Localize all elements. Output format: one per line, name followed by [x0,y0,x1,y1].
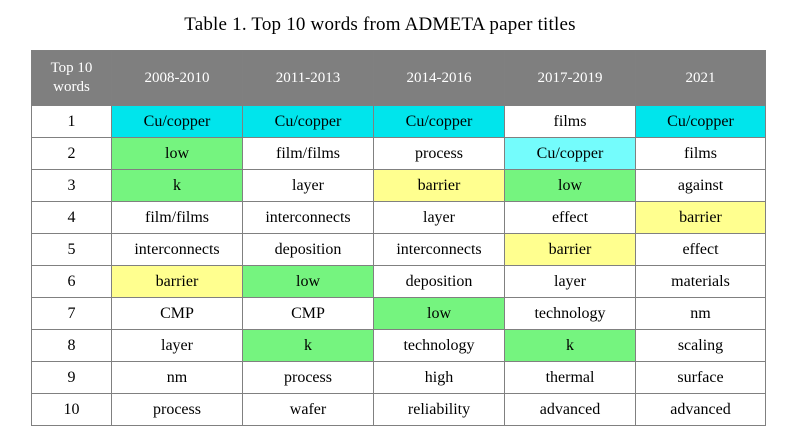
table-row: 8 layer k technology k scaling [31,329,766,362]
word-cell: k [504,329,636,362]
word-cell: films [504,105,636,138]
header-row: Top 10 words 2008-2010 2011-2013 2014-20… [31,50,766,106]
rank-cell: 7 [31,297,112,330]
table-body: 1 Cu/copper Cu/copper Cu/copper films Cu/copp… [31,105,766,426]
word-cell: process [373,137,505,170]
word-cell: thermal [504,361,636,394]
word-cell: layer [504,265,636,298]
word-cell: technology [373,329,505,362]
table-row: 7 CMP CMP low technology nm [31,297,766,330]
rank-cell: 1 [31,105,112,138]
header-period: 2021 [635,50,766,106]
word-cell: film/films [111,201,243,234]
word-cell: CMP [242,297,374,330]
word-cell: interconnects [373,233,505,266]
header-period: 2008-2010 [111,50,243,106]
word-cell: deposition [373,265,505,298]
word-cell: low [111,137,243,170]
table-header: Top 10 words 2008-2010 2011-2013 2014-20… [31,50,766,106]
word-cell: barrier [635,201,766,234]
rank-cell: 8 [31,329,112,362]
word-cell: film/films [242,137,374,170]
header-rank: Top 10 words [31,50,112,106]
word-cell: wafer [242,393,374,426]
word-cell: barrier [373,169,505,202]
word-cell: low [242,265,374,298]
rank-cell: 3 [31,169,112,202]
word-cell: layer [242,169,374,202]
word-cell: scaling [635,329,766,362]
table-row: 9 nm process high thermal surface [31,361,766,394]
word-cell: layer [111,329,243,362]
word-cell: reliability [373,393,505,426]
word-cell: barrier [111,265,243,298]
word-cell: films [635,137,766,170]
table-row: 2 low film/films process Cu/copper films [31,137,766,170]
rank-cell: 4 [31,201,112,234]
word-cell: layer [373,201,505,234]
top-words-table: Top 10 words 2008-2010 2011-2013 2014-20… [31,50,766,426]
word-cell: nm [635,297,766,330]
word-cell: deposition [242,233,374,266]
word-cell: interconnects [111,233,243,266]
rank-cell: 9 [31,361,112,394]
word-cell: interconnects [242,201,374,234]
word-cell: low [373,297,505,330]
header-period: 2014-2016 [373,50,505,106]
word-cell: surface [635,361,766,394]
word-cell: high [373,361,505,394]
word-cell: k [111,169,243,202]
word-cell: materials [635,265,766,298]
word-cell: low [504,169,636,202]
table-caption: Table 1. Top 10 words from ADMETA paper … [184,14,576,35]
table-row: 6 barrier low deposition layer materials [31,265,766,298]
word-cell: effect [635,233,766,266]
word-cell: Cu/copper [373,105,505,138]
word-cell: nm [111,361,243,394]
word-cell: Cu/copper [111,105,243,138]
rank-cell: 2 [31,137,112,170]
table-row: 10 process wafer reliability advanced advance… [31,393,766,426]
rank-cell: 5 [31,233,112,266]
header-period: 2011-2013 [242,50,374,106]
word-cell: process [242,361,374,394]
table-row: 4 film/films interconnects layer effect barri… [31,201,766,234]
word-cell: advanced [504,393,636,426]
word-cell: technology [504,297,636,330]
word-cell: k [242,329,374,362]
header-period: 2017-2019 [504,50,636,106]
word-cell: Cu/copper [242,105,374,138]
word-cell: effect [504,201,636,234]
word-cell: Cu/copper [504,137,636,170]
table-row: 1 Cu/copper Cu/copper Cu/copper films Cu/copp… [31,105,766,138]
rank-cell: 6 [31,265,112,298]
rank-cell: 10 [31,393,112,426]
word-cell: barrier [504,233,636,266]
word-cell: CMP [111,297,243,330]
table-row: 5 interconnects deposition interconnects bar… [31,233,766,266]
table-row: 3 k layer barrier low against [31,169,766,202]
word-cell: against [635,169,766,202]
word-cell: Cu/copper [635,105,766,138]
word-cell: advanced [635,393,766,426]
word-cell: process [111,393,243,426]
